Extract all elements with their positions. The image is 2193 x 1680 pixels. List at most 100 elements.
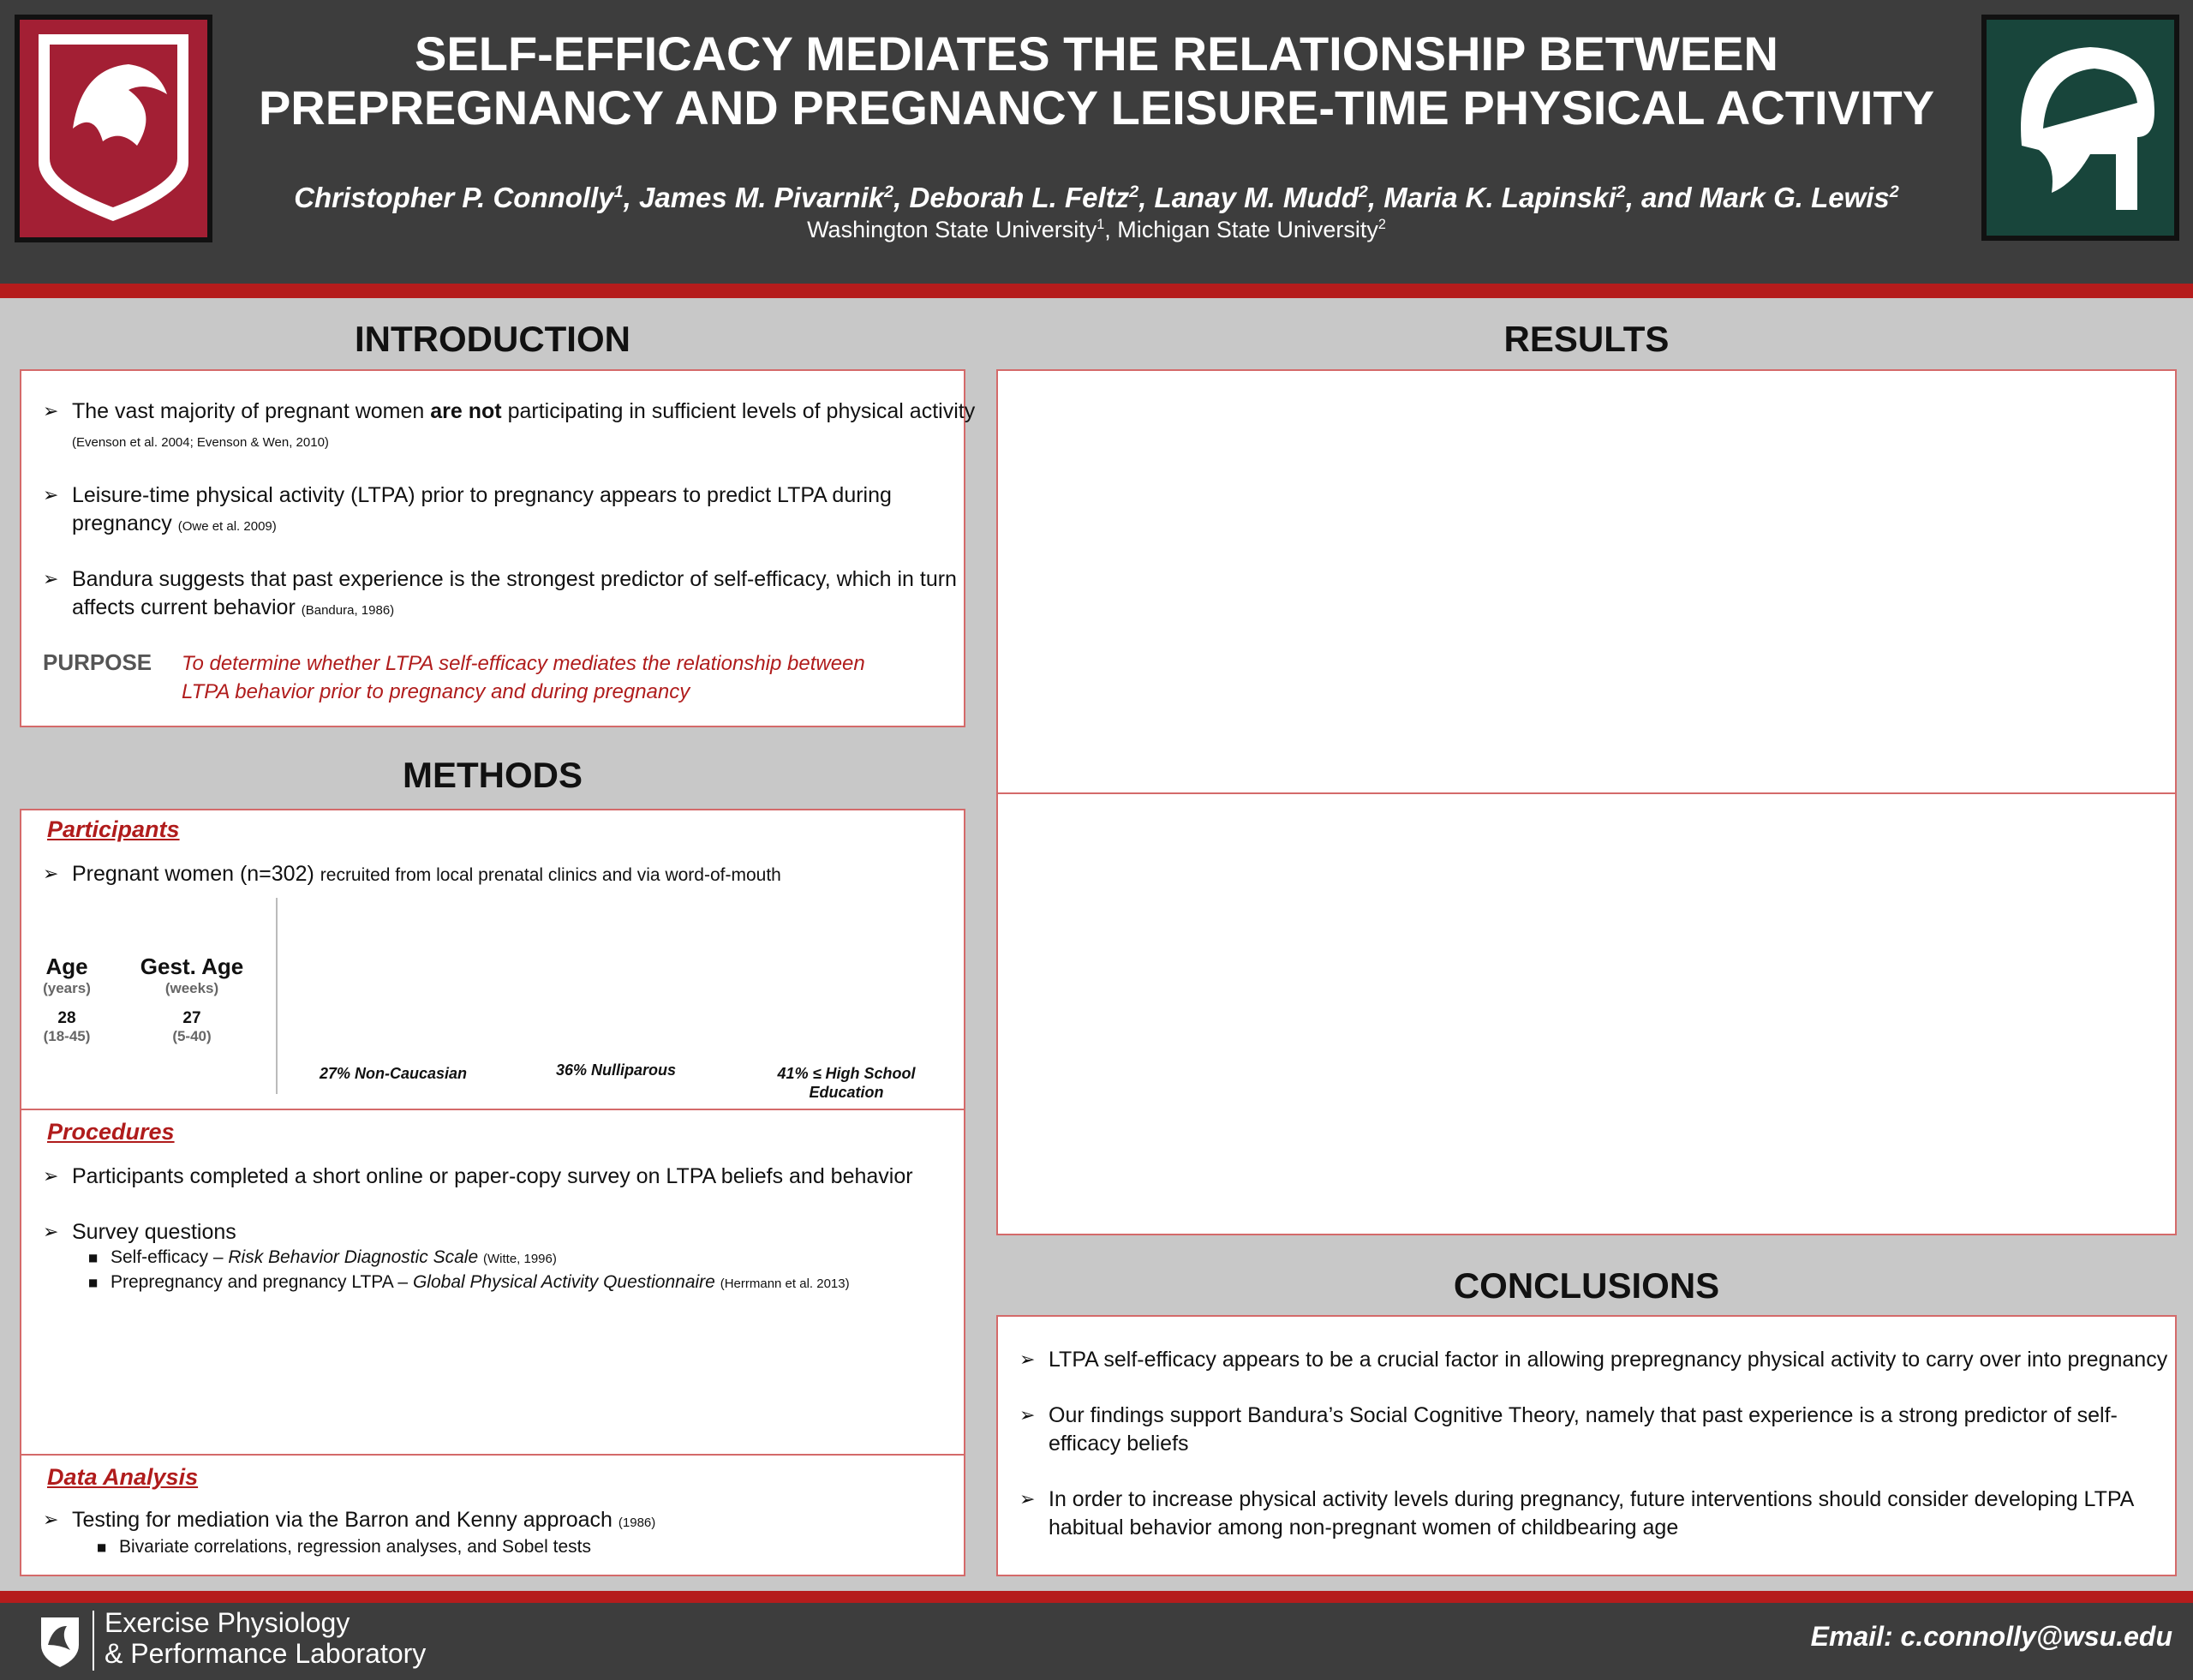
name: and Mark G. Lewis (1641, 182, 1890, 213)
instrument: Global Physical Activity Questionnaire (412, 1272, 715, 1292)
title-line: SELF-EFFICACY MEDIATES THE RELATIONSHIP … (415, 27, 1778, 81)
range: (5-40) (172, 1028, 212, 1044)
bullet: Participants completed a short online or… (43, 1163, 980, 1191)
sub-bullet: Bivariate correlations, regression analy… (90, 1535, 976, 1559)
separator: , (1367, 182, 1377, 213)
purpose-line: LTPA behavior prior to pregnancy and dur… (182, 680, 690, 703)
value: 28 (57, 1009, 76, 1027)
citation: (1986) (618, 1516, 656, 1530)
text: recruited from local prenatal clinics an… (320, 865, 781, 885)
subsection-heading: Data Analysis (47, 1464, 199, 1490)
section-heading: METHODS (403, 755, 583, 795)
footer-separator (93, 1611, 94, 1671)
email: Email: c.connolly@wsu.edu (1810, 1621, 2172, 1652)
citation: (Witte, 1996) (483, 1252, 557, 1266)
footer-logo (41, 1617, 79, 1667)
name: Deborah L. Feltz (909, 182, 1130, 213)
name: Washington State University (807, 217, 1097, 242)
name: Lanay M. Mudd (1154, 182, 1359, 213)
section-heading: RESULTS (1503, 319, 1670, 359)
separator: , (1138, 182, 1147, 213)
bullet: In order to increase physical activity l… (1019, 1486, 2162, 1542)
lab-line: Exercise Physiology (105, 1607, 350, 1638)
name: Maria K. Lapinski (1383, 182, 1616, 213)
text: Testing for mediation via the Barron and… (72, 1508, 612, 1532)
bullet: Pregnant women (n=302) recruited from lo… (43, 860, 980, 889)
divider (20, 1454, 965, 1456)
value: 27 (182, 1009, 201, 1027)
authors: Christopher P. Connolly1, James M. Pivar… (214, 182, 1979, 214)
citation: (Evenson et al. 2004; Evenson & Wen, 201… (72, 435, 329, 450)
bullet: Survey questions (43, 1218, 980, 1247)
separator: , (623, 182, 631, 213)
superscript: 2 (1129, 182, 1139, 201)
name: Christopher P. Connolly (294, 182, 614, 213)
superscript: 2 (1616, 182, 1626, 201)
divider (20, 1109, 965, 1110)
pie-label: 41% ≤ High School Education (777, 1065, 916, 1101)
pie-label: 36% Nulliparous (555, 1061, 677, 1079)
subsection-heading: Participants (47, 816, 180, 842)
pie-label: 27% Non-Caucasian (319, 1065, 468, 1082)
text: Self-efficacy – (111, 1247, 224, 1267)
bullet: Bandura suggests that past experience is… (43, 565, 980, 625)
affiliations: Washington State University1, Michigan S… (214, 217, 1979, 243)
superscript: 2 (884, 182, 894, 201)
instrument: Risk Behavior Diagnostic Scale (228, 1247, 479, 1267)
superscript: 1 (613, 182, 624, 201)
bullet: Leisure-time physical activity (LTPA) pr… (43, 481, 980, 541)
results-box (996, 369, 2177, 1235)
bullet: Testing for mediation via the Barron and… (43, 1506, 980, 1537)
text: Bandura suggests that past experience is… (72, 567, 957, 619)
msu-helmet-crest (2043, 69, 2137, 129)
superscript: 2 (1377, 217, 1386, 232)
age-block: Age (years) 28 (18-45) (24, 954, 110, 1045)
separator (276, 898, 278, 1094)
sub-bullet: Self-efficacy – Risk Behavior Diagnostic… (81, 1246, 967, 1271)
text: Prepregnancy and pregnancy LTPA – (111, 1272, 409, 1292)
bullet: Our findings support Bandura’s Social Co… (1019, 1402, 2154, 1458)
title-line: PREPREGNANCY AND PREGNANCY LEISURE-TIME … (258, 81, 1935, 135)
bullet: LTPA self-efficacy appears to be a cruci… (1019, 1346, 2193, 1374)
wsu-cougar (73, 64, 167, 146)
text: participating in sufficient levels of ph… (507, 399, 976, 423)
subsection-heading: Procedures (47, 1119, 175, 1145)
citation: (Herrmann et al. 2013) (720, 1276, 850, 1291)
text: Leisure-time physical activity (LTPA) pr… (72, 483, 892, 535)
section-heading: INTRODUCTION (355, 319, 630, 359)
footer-bar (0, 1603, 2193, 1680)
range: (18-45) (43, 1028, 91, 1044)
name: James M. Pivarnik (638, 182, 885, 213)
sub-bullet: Prepregnancy and pregnancy LTPA – Global… (81, 1270, 984, 1296)
separator: , (893, 182, 902, 213)
unit: (weeks) (164, 980, 219, 996)
citation: (Bandura, 1986) (301, 603, 395, 618)
lab-name: Exercise Physiology & Performance Laborat… (105, 1607, 426, 1669)
superscript: 2 (1889, 182, 1899, 201)
separator: , (1625, 182, 1634, 213)
text: Pregnant women (n=302) (72, 862, 314, 886)
separator: , (1104, 217, 1111, 242)
footer-stripe (0, 1591, 2193, 1603)
emphasis: are not (430, 399, 502, 423)
text: The vast majority of pregnant women (72, 399, 425, 423)
label: Age (45, 954, 88, 979)
superscript: 1 (1096, 217, 1105, 232)
lab-line: & Performance Laboratory (105, 1638, 427, 1669)
name: Michigan State University (1117, 217, 1378, 242)
header-bar (0, 0, 2193, 284)
purpose-text: To determine whether LTPA self-efficacy … (182, 649, 865, 706)
gest-age-block: Gest. Age (weeks) 27 (5-40) (132, 954, 252, 1045)
purpose-line: To determine whether LTPA self-efficacy … (182, 652, 865, 675)
unit: (years) (43, 980, 91, 996)
divider (996, 792, 2177, 794)
bullet: The vast majority of pregnant women are … (43, 398, 980, 457)
citation: (Owe et al. 2009) (177, 519, 277, 534)
purpose-label: PURPOSE (43, 649, 152, 675)
methods-box (20, 809, 965, 1576)
label: Gest. Age (140, 954, 244, 979)
header-stripe (0, 284, 2193, 298)
superscript: 2 (1358, 182, 1368, 201)
section-heading: CONCLUSIONS (1453, 1265, 1720, 1306)
